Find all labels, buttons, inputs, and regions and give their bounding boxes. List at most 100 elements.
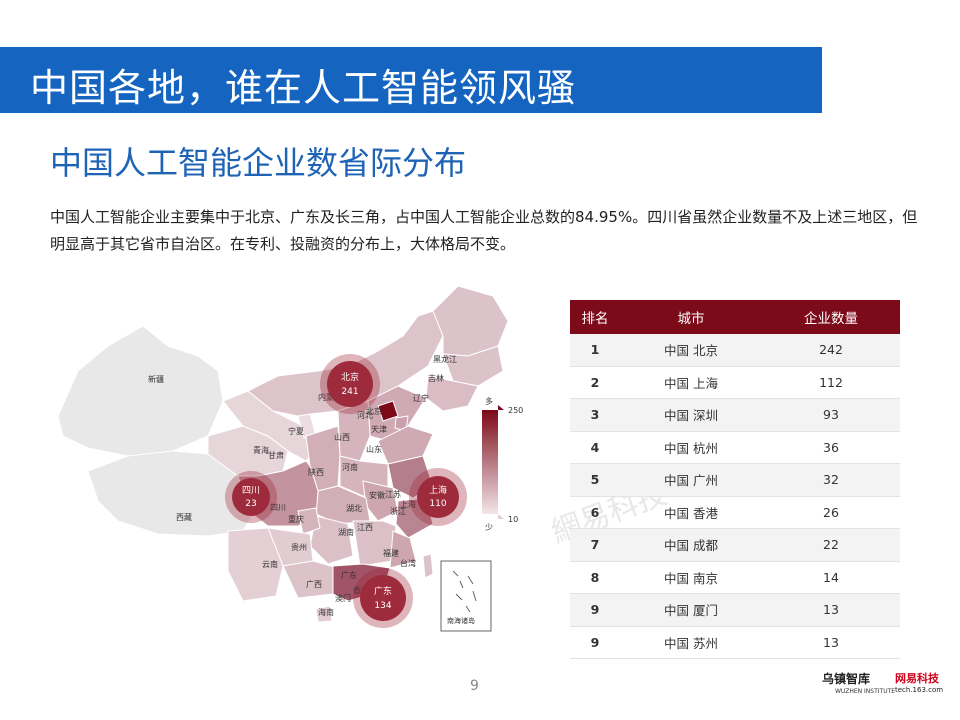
legend-min: 10 (508, 515, 518, 524)
label-tianjin: 天津 (371, 424, 387, 434)
label-hunan: 湖南 (338, 527, 354, 537)
city-cell: 中国 南京 (620, 561, 762, 594)
legend-min-marker (498, 514, 504, 519)
province-chongqing (297, 507, 321, 535)
label-anhui: 安徽 (369, 490, 385, 500)
label-guizhou: 贵州 (291, 542, 307, 552)
legend-max-marker (498, 405, 504, 410)
page-number: 9 (470, 678, 479, 694)
count-cell: 242 (762, 334, 900, 367)
bubble-sichuan-city: 四川 (242, 486, 260, 496)
province-tibet (87, 450, 259, 537)
count-cell: 14 (762, 561, 900, 594)
city-cell: 中国 成都 (620, 528, 762, 562)
bubble-beijing-city: 北京 (341, 371, 359, 383)
city-ranking-table: 排名 城市 企业数量 1 中国 北京 242 2 中国 上海 112 3 中国 深圳 93 … (570, 300, 900, 659)
china-map: 新疆 西藏 青海 甘肃 宁夏 内蒙古 黑龙江 吉林 辽宁 北京 天津 河北 山西… (57, 285, 523, 632)
table-row: 4 中国 杭州 36 (570, 431, 900, 464)
header-city: 城市 (620, 300, 762, 334)
province-beijing (377, 400, 399, 422)
label-fujian: 福建 (383, 548, 399, 558)
bubble-sichuan: 四川 23 (225, 471, 277, 523)
label-gansu: 甘肃 (268, 450, 284, 460)
province-taiwan (422, 553, 434, 579)
city-cell: 中国 北京 (620, 334, 762, 367)
wuzhen-logo: 乌镇智库 (822, 672, 871, 686)
label-beijing: 北京 (366, 406, 382, 416)
rank-cell: 7 (570, 528, 620, 562)
count-cell: 13 (762, 626, 900, 659)
color-legend: 多 250 10 少 (482, 396, 523, 532)
label-shanghai: 上海 (400, 499, 416, 509)
count-cell: 13 (762, 593, 900, 627)
wuzhen-logo-sub: WUZHEN INSTITUTE (835, 688, 896, 695)
label-jiangxi: 江西 (357, 523, 373, 532)
label-guangxi: 广西 (306, 579, 322, 589)
province-xinjiang (57, 325, 224, 457)
label-chongqing: 重庆 (288, 514, 304, 524)
city-cell: 中国 厦门 (620, 593, 762, 627)
label-taiwan: 台湾 (400, 558, 416, 568)
province-yunnan (227, 527, 284, 602)
description-text: 中国人工智能企业主要集中于北京、广东及长三角，占中国人工智能企业总数的84.95… (50, 208, 918, 253)
count-cell: 36 (762, 431, 900, 464)
banner-title: 中国各地，谁在人工智能领风骚 (30, 66, 577, 110)
south-sea-inset (440, 560, 492, 632)
label-sichuan: 四川 (270, 503, 286, 512)
legend-bar (482, 410, 498, 514)
label-tibet: 西藏 (176, 512, 192, 522)
label-henan: 河南 (342, 462, 358, 472)
label-liaoning: 辽宁 (413, 393, 429, 403)
label-guangdong: 广东 (341, 570, 357, 580)
rank-cell: 5 (570, 463, 620, 497)
netease-logo-sub: tech.163.com (895, 686, 944, 694)
legend-max: 250 (508, 406, 523, 415)
label-shaanxi: 陕西 (308, 467, 324, 477)
bubble-shanghai-city: 上海 (429, 484, 447, 496)
label-qinghai: 青海 (253, 445, 269, 455)
table-row: 6 中国 香港 26 (570, 496, 900, 529)
legend-high-label: 多 (485, 396, 493, 406)
label-macau: 澳门 (335, 593, 351, 603)
bubble-beijing-value: 241 (341, 387, 358, 397)
table-row: 2 中国 上海 112 (570, 366, 900, 399)
inset-label: 南海诸岛 (447, 616, 475, 625)
bubble-sichuan-value: 23 (245, 499, 256, 509)
count-cell: 26 (762, 496, 900, 529)
table-row: 1 中国 北京 242 (570, 334, 900, 367)
table-row: 7 中国 成都 22 (570, 528, 900, 562)
label-hubei: 湖北 (346, 504, 362, 513)
label-hebei: 河北 (357, 410, 373, 420)
rank-cell: 8 (570, 561, 620, 594)
city-cell: 中国 上海 (620, 366, 762, 399)
bubble-beijing: 北京 241 (320, 354, 380, 414)
city-cell: 中国 杭州 (620, 431, 762, 464)
table-row: 3 中国 深圳 93 (570, 398, 900, 432)
city-cell: 中国 深圳 (620, 398, 762, 432)
rank-cell: 4 (570, 431, 620, 464)
count-cell: 32 (762, 463, 900, 497)
inset-islands (452, 570, 477, 613)
province-heilongjiang (432, 285, 509, 357)
header-rank: 排名 (570, 300, 620, 334)
count-cell: 93 (762, 398, 900, 432)
count-cell: 112 (762, 366, 900, 399)
province-hainan (315, 605, 333, 623)
bubble-shanghai-value: 110 (429, 499, 446, 509)
city-cell: 中国 香港 (620, 496, 762, 529)
table-row: 9 中国 厦门 13 (570, 593, 900, 627)
province-shandong (377, 425, 434, 465)
label-hainan: 海南 (318, 607, 334, 617)
bubble-guangdong-value: 134 (374, 601, 391, 611)
label-shandong: 山东 (366, 444, 382, 454)
label-ningxia: 宁夏 (288, 426, 304, 436)
bubble-guangdong-city: 广东 (374, 585, 392, 597)
rank-cell: 9 (570, 593, 620, 627)
rank-cell: 3 (570, 398, 620, 432)
bubble-guangdong: 广东 134 (353, 568, 413, 628)
legend-low-label: 少 (485, 523, 493, 532)
rank-cell: 2 (570, 366, 620, 399)
label-zhejiang: 浙江 (390, 506, 406, 516)
rank-cell: 1 (570, 334, 620, 367)
title-banner: 中国各地，谁在人工智能领风骚 (0, 47, 822, 113)
